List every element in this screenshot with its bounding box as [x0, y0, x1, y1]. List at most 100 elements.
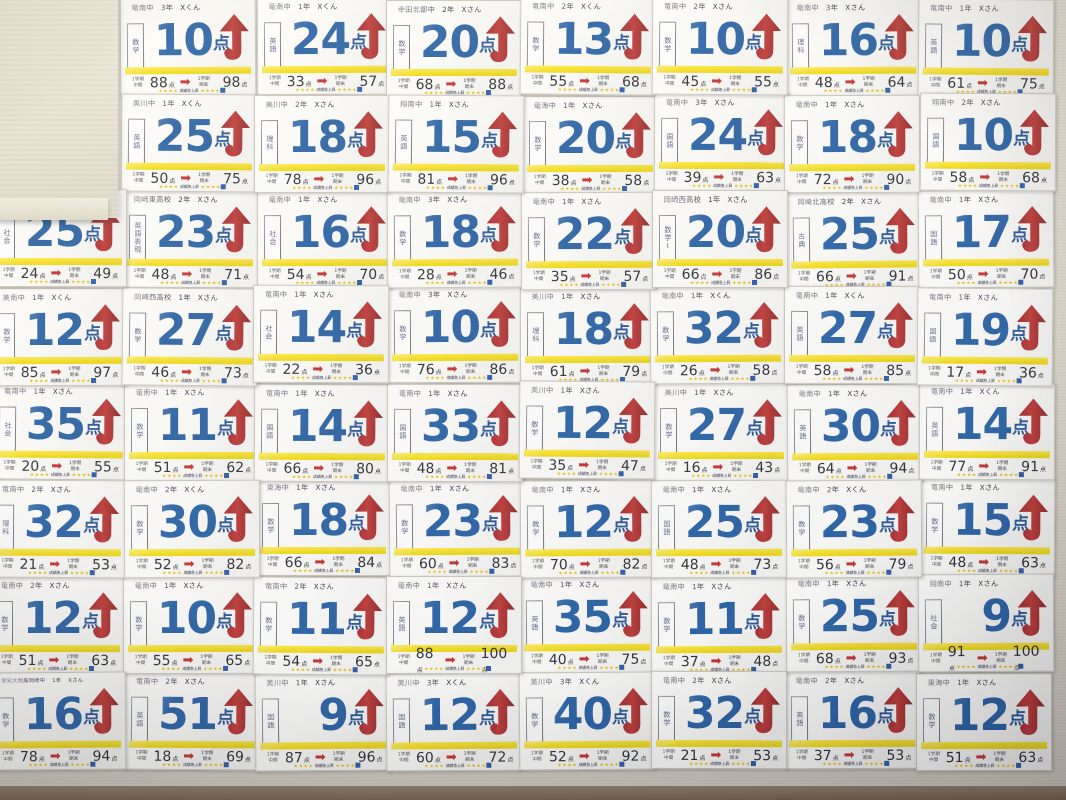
score-poster[interactable]: 竜南中 1年 Xさん 数学 23 点 1学期 中間 60点 ➡ 1学期 期末 [389, 478, 526, 578]
score-poster[interactable]: 愛知大附属岡崎中 1年 Xさん 数学 16 点 1学期 中間 78点 ➡ 1学期 [0, 671, 126, 771]
score-poster[interactable]: 竜南中 2年 Xさん 英語 51 点 1学期 中間 18点 ➡ 1学期 期末 [123, 671, 260, 771]
score-poster[interactable]: 幸田北部中 2年 Xさん 数学 20 点 1学期 中間 68点 ➡ 1学期 期末 [385, 0, 522, 98]
score-poster[interactable]: 竜南中 1年 Xさん 社会 14 点 1学期 中間 22点 ➡ 1学期 期末 [253, 284, 390, 384]
score-poster[interactable]: 美南中 1年 Xくん 数学 12 点 1学期 中間 85点 ➡ 1学期 期末 [0, 287, 127, 386]
score-poster[interactable]: 竜南中 3年 Xさん 数学 10 点 1学期 中間 76点 ➡ 1学期 期末 [386, 284, 523, 384]
student-name: Xさん [977, 194, 999, 204]
score-poster[interactable]: 美川中 3年 Xくん 数学 40 点 1学期 中間 52点 ➡ 1学期 期末 [518, 670, 656, 771]
score-poster[interactable]: 竜南中 1年 Xさん 数学 18 点 1学期 中間 72点 ➡ 1学期 期末 [783, 94, 920, 194]
subject-label: 数学 [398, 325, 407, 342]
yellow-band [656, 65, 783, 74]
score-poster[interactable]: 竜南中 2年 Xくん 数学 13 点 1学期 中間 55点 ➡ 1学期 期末 [519, 0, 657, 96]
score-poster[interactable]: 竜南中 2年 Xさん 数学 11 点 1学期 中間 54点 ➡ 1学期 期末 [253, 576, 390, 676]
score-poster[interactable]: 竜南中 1年 Xさん 英語 12 点 1学期 中間 88点 ➡ 1学期 期末 [385, 575, 522, 674]
score-poster[interactable]: 翔南中 1年 Xさん 英語 15 点 1学期 中間 81点 ➡ 1学期 期末 [387, 94, 524, 194]
score-poster[interactable]: 竜南中 2年 Xくん 数学 30 点 1学期 中間 52点 ➡ 1学期 期末 [123, 479, 260, 579]
score-poster[interactable]: 東海中 1年 Xさん 数学 12 点 1学期 中間 51点 ➡ 1学期 期末 [915, 672, 1052, 772]
score-poster[interactable]: 竜南中 1年 Xくん 英語 24 点 1学期 中間 33点 ➡ 1学期 期末 [256, 0, 393, 96]
score-poster[interactable]: 竜南中 2年 Xさん 数学 32 点 1学期 中間 21点 ➡ 1学期 期末 [650, 670, 787, 769]
score-poster[interactable]: 竜南中 1年 Xさん 数学 11 点 1学期 中間 37点 ➡ 1学期 期末 [650, 576, 787, 676]
score-poster[interactable]: 岡崎西高校 1年 Xさん 数学I 20 点 1学期 中間 66点 ➡ 1学期 期末 [651, 189, 788, 289]
before-term-tag: 1学期 中間 [401, 558, 414, 569]
score-poster[interactable]: 美川中 1年 Xさん 数学 27 点 1学期 中間 16点 ➡ 1学期 期末 [652, 382, 789, 482]
score-poster[interactable]: 竜南中 1年 Xさん 数学 15 点 1学期 中間 48点 ➡ 1学期 期末 [918, 477, 1055, 577]
score-poster[interactable]: 竜南中 1年 Xさん 数学 12 点 1学期 中間 70点 ➡ 1学期 期末 [519, 479, 656, 579]
score-poster[interactable]: 美川中 1年 Xさん 数学 12 点 1学期 中間 35点 ➡ 1学期 期末 [518, 380, 655, 480]
score-poster[interactable]: 美川中 2年 Xさん 理科 18 点 1学期 中間 78点 ➡ 1学期 期末 [254, 94, 390, 193]
subject-box: 国語 [393, 698, 411, 745]
subject-box: 数学 [925, 502, 943, 549]
poster-header: 竜南中 1年 Xさん [4, 386, 73, 397]
score-poster[interactable]: 竜南中 1年 Xさん 国語 17 点 1学期 中間 50点 ➡ 1学期 期末 [917, 189, 1054, 289]
award-stars: 成績急上昇 [423, 184, 495, 191]
score-poster[interactable]: 竜南中 1年 Xさん 数学 25 点 1学期 中間 68点 ➡ 1学期 期末 [786, 573, 923, 673]
score-poster[interactable]: 岡崎北高校 2年 Xさん 古典 25 点 1学期 中間 66点 ➡ 1学期 期末 [785, 191, 923, 292]
score-poster[interactable]: 竜南中 1年 Xくん 英語 27 点 1学期 中間 58点 ➡ 1学期 期末 [783, 285, 920, 384]
score-poster[interactable]: 竜南中 1年 Xさん 英語 35 点 1学期 中間 40点 ➡ 1学期 期末 [518, 574, 655, 674]
score-poster[interactable]: 美川中 1年 Xさん 理科 18 点 1学期 中間 61点 ➡ 1学期 期末 [519, 287, 656, 386]
poster-header: 竜南中 1年 Xさん [929, 194, 998, 204]
score-poster[interactable]: 竜南中 1年 Xさん 国語 19 点 1学期 中間 17点 ➡ 1学期 期末 [916, 287, 1054, 387]
before-term-tag: 1学期 中間 [397, 78, 410, 90]
subject-box: 数学 [922, 698, 940, 745]
score-poster[interactable]: 竜南中 1年 Xさん 社会 16 点 1学期 中間 54点 ➡ 1学期 期末 [256, 190, 393, 289]
score-poster[interactable]: 竜南中 1年 Xさん 数学 11 点 1学期 中間 51点 ➡ 1学期 期末 [123, 382, 260, 481]
student-name: Xさん [845, 2, 866, 12]
score-poster[interactable]: 竜南中 1年 Xさん 国語 25 点 1学期 中間 48点 ➡ 1学期 期末 [650, 479, 787, 579]
up-arrow-icon [86, 678, 121, 748]
score-poster[interactable]: 竜南中 1年 Xくん 英語 14 点 1学期 中間 77点 ➡ 1学期 期末 [919, 381, 1056, 480]
school-name: 竜南中 [531, 485, 554, 495]
award-stars: 成績急上昇 [158, 280, 230, 286]
score-poster[interactable]: 竜南中 3年 Xさん 数学 18 点 1学期 中間 28点 ➡ 1学期 期末 [386, 189, 524, 289]
score-poster[interactable]: 竜南中 1年 Xさん 数学 22 点 1学期 中間 35点 ➡ 1学期 期末 [520, 191, 657, 291]
score-poster[interactable]: 竜南中 1年 Xさん 国語 14 点 1学期 中間 66点 ➡ 1学期 期末 [253, 383, 390, 483]
score-poster[interactable]: 岡崎東高校 2年 Xさん 英語表現 23 点 1学期 中間 48点 ➡ 1学期期 [122, 190, 258, 289]
subject-label: 数学 [662, 710, 671, 727]
score-poster[interactable]: 美川中 1年 Xさん 国語 9 点 1学期 中間 87点 ➡ 1学期 期末 [254, 672, 391, 772]
score-poster[interactable]: 竜南中 1年 Xさん 社会 35 点 1学期 中間 20点 ➡ 1学期 期末 [0, 381, 129, 481]
score-poster[interactable]: 翔南中 1年 Xさん 社会 9 点 1学期 中間 91点 ➡ 1学期 期末 [917, 573, 1054, 673]
student-name: Xさん [314, 581, 335, 591]
school-name: 竜南中 [400, 483, 424, 494]
student-name: Xくん [180, 2, 201, 12]
score-poster[interactable]: 美川中 1年 Xくん 英語 25 点 1学期 中間 50点 ➡ 1学期 期末 [120, 93, 257, 193]
points-gained: 10 [953, 109, 1013, 161]
right-arrow-icon: ➡ [978, 458, 990, 474]
score-poster[interactable]: 竜南中 3年 Xさん 理科 16 点 1学期 中間 48点 ➡ 1学期 期末 [784, 0, 921, 97]
score-poster[interactable]: 竜南中 2年 Xくん 数学 23 点 1学期 中間 56点 ➡ 1学期 期末 [785, 479, 922, 579]
score-poster[interactable]: 竜南中 2年 Xさん 数学 10 点 1学期 中間 45点 ➡ 1学期 期末 [651, 0, 788, 96]
score-poster[interactable]: 竜南中 2年 Xさん 理科 32 点 1学期 中間 21点 ➡ 1学期 期末 [0, 479, 126, 579]
score-poster[interactable]: 竜南中 1年 Xさん 英語 10 点 1学期 中間 61点 ➡ 1学期 期末 [917, 0, 1055, 99]
grade-label: 1年 [428, 388, 441, 398]
score-poster[interactable]: 竜南中 2年 Xさん 英語 16 点 1学期 中間 37点 ➡ 1学期 期末 [783, 670, 920, 770]
after-term-tag: 1学期 期末 [864, 463, 877, 474]
school-name: 竜南中 [135, 387, 158, 397]
yellow-band [125, 162, 252, 171]
score-poster[interactable]: 竜南中 3年 Xくん 数学 10 点 1学期 中間 88点 ➡ 1学期 期末 [119, 0, 257, 97]
school-name: 竜南中 [265, 581, 288, 591]
school-name: 竜海中 [533, 100, 557, 110]
award-stars: 成績急上昇 [952, 378, 1024, 385]
score-poster[interactable]: 竜南中 1年 Xさん 数学 10 点 1学期 中間 55点 ➡ 1学期 期末 [122, 576, 259, 675]
poster-header: 翔南中 1年 Xさん [929, 578, 998, 588]
score-poster[interactable]: 翔南中 2年 Xさん 国語 10 点 1学期 中間 58点 ➡ 1学期 期末 [919, 92, 1056, 192]
score-poster[interactable]: 竜南中 3年 Xさん 国語 24 点 1学期 中間 39点 ➡ 1学期 期末 [653, 92, 790, 192]
score-poster[interactable]: 岡崎西高校 1年 Xさん 数学 27 点 1学期 中間 46点 ➡ 1学期 期末 [121, 287, 259, 388]
before-term-tag: 1学期 中間 [265, 173, 278, 185]
score-poster[interactable]: 竜南中 1年 Xくん 数学 32 点 1学期 中間 26点 ➡ 1学期 期末 [650, 285, 787, 385]
poster-header: 竜南中 1年 Xさん [931, 482, 1000, 492]
poster-header: 竜南中 1年 Xさん [929, 293, 998, 304]
subject-label: 英語 [795, 325, 804, 342]
student-name: Xさん [448, 99, 469, 109]
award-stars: 成績急上昇 [687, 280, 759, 286]
subject-label: 数学 [135, 520, 144, 537]
score-poster[interactable]: 竜海中 1年 Xさん 数学 20 点 1学期 中間 38点 ➡ 1学期 期末 [522, 95, 658, 195]
score-poster[interactable]: 竜南中 1年 Xさん 英語 30 点 1学期 中間 64点 ➡ 1学期 期末 [786, 383, 923, 483]
score-poster[interactable]: 竜南中 2年 Xさん 数学 12 点 1学期 中間 51点 ➡ 1学期 期末 [0, 575, 125, 675]
up-arrow-icon [219, 197, 254, 266]
score-poster[interactable]: 竜南中 1年 Xさん 国語 33 点 1学期 中間 48点 ➡ 1学期 期末 [386, 383, 523, 483]
score-poster[interactable]: 東海中 1年 Xさん 数学 18 点 1学期 中間 66点 ➡ 1学期 期末 [255, 477, 391, 577]
subject-box: 社会 [924, 599, 942, 646]
before-term-tag: 1学期 中間 [397, 655, 410, 666]
score-poster[interactable]: 美川中 3年 Xくん 国語 12 点 1学期 中間 60点 ➡ 1学期 期末 [385, 672, 523, 772]
